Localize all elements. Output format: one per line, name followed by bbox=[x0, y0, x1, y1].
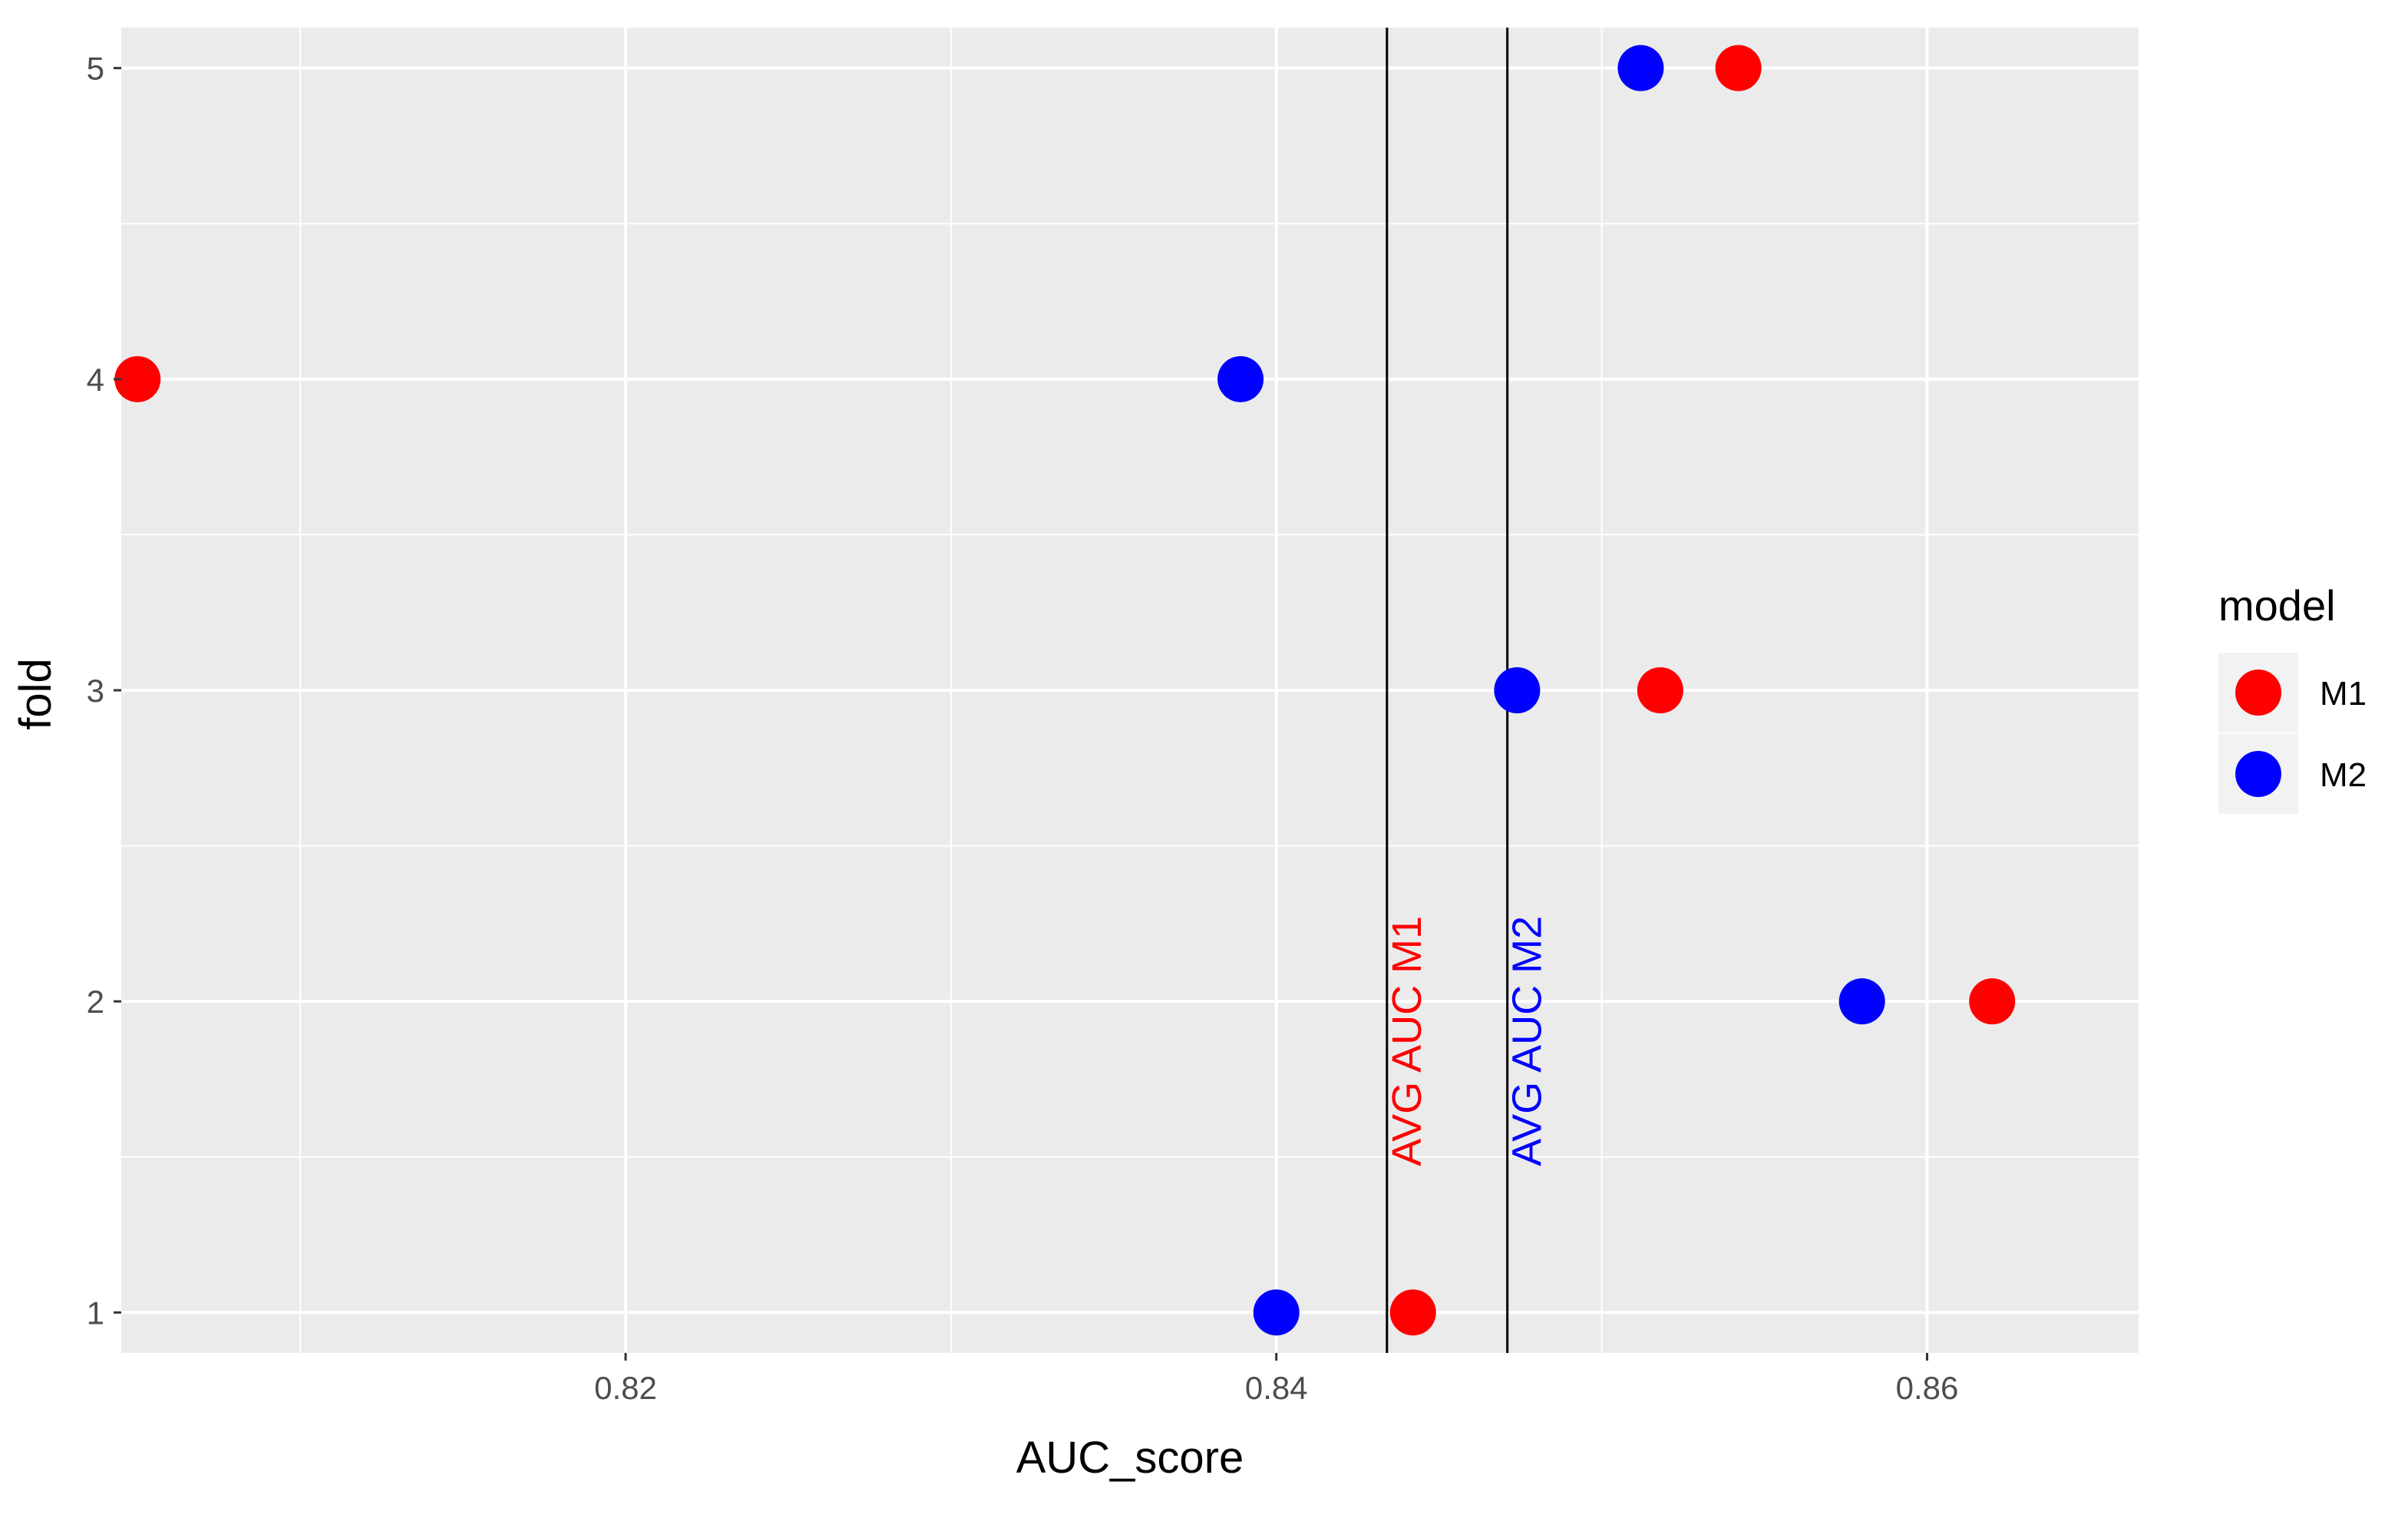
point-m2 bbox=[1494, 667, 1541, 713]
point-m1 bbox=[1389, 1289, 1436, 1336]
y-tick-label: 5 bbox=[87, 51, 104, 87]
x-tick-label: 0.84 bbox=[1245, 1370, 1308, 1406]
legend-key-point bbox=[2235, 751, 2281, 797]
point-m1 bbox=[1637, 667, 1683, 713]
legend-title: model bbox=[2218, 581, 2336, 630]
point-m1 bbox=[114, 356, 161, 402]
x-axis-ticks: 0.82 0.84 0.86 bbox=[594, 1353, 1958, 1406]
y-tick-label: 2 bbox=[87, 984, 104, 1020]
legend-key-point bbox=[2235, 670, 2281, 716]
point-m2 bbox=[1617, 45, 1664, 91]
y-axis-ticks: 1 2 3 4 5 bbox=[87, 51, 121, 1331]
legend-label: M2 bbox=[2320, 756, 2367, 794]
major-gridlines bbox=[121, 28, 2139, 1353]
average-lines: AVG AUC M1 AVG AUC M2 bbox=[1384, 28, 1551, 1353]
point-m2 bbox=[1217, 356, 1264, 402]
legend-label: M1 bbox=[2320, 675, 2367, 713]
y-tick-label: 1 bbox=[87, 1295, 104, 1331]
point-m1 bbox=[1715, 45, 1762, 91]
point-m2 bbox=[1838, 978, 1885, 1025]
average-line-label: AVG AUC M2 bbox=[1505, 916, 1551, 1166]
data-points bbox=[114, 45, 2016, 1336]
x-tick-label: 0.86 bbox=[1896, 1370, 1959, 1406]
point-m1 bbox=[1969, 978, 2016, 1025]
y-tick-label: 4 bbox=[87, 362, 104, 398]
legend: model M1 M2 bbox=[2218, 581, 2367, 814]
x-axis-title: AUC_score bbox=[1016, 1433, 1244, 1483]
average-line-label: AVG AUC M1 bbox=[1384, 916, 1430, 1166]
x-tick-label: 0.82 bbox=[594, 1370, 657, 1406]
point-m2 bbox=[1253, 1289, 1300, 1336]
y-tick-label: 3 bbox=[87, 673, 104, 709]
y-axis-title: fold bbox=[11, 658, 61, 730]
